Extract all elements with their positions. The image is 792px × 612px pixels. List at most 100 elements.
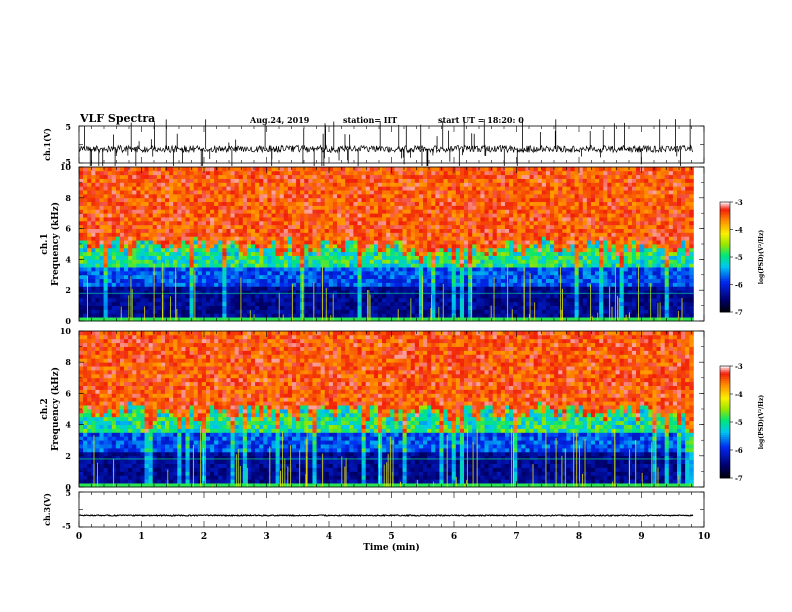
psd-cell (173, 182, 178, 187)
psd-cell (222, 190, 227, 195)
psd-cell (259, 190, 264, 195)
psd-cell (283, 170, 289, 176)
psd-cell (537, 232, 543, 237)
psd-cell (431, 317, 436, 322)
psd-cell (91, 259, 96, 264)
psd-cell (165, 182, 170, 187)
psd-cell (468, 182, 473, 187)
psd-cell (124, 286, 129, 291)
psd-cell (156, 167, 162, 172)
psd-cell (99, 278, 104, 283)
psd-cell (484, 305, 489, 310)
psd-cell (95, 313, 100, 318)
psd-cell (267, 305, 272, 310)
psd-cell (386, 297, 391, 303)
psd-cell (230, 228, 236, 233)
psd-cell (214, 270, 219, 276)
psd-cell (263, 270, 268, 276)
psd-cell (91, 305, 96, 310)
psd-cell (332, 294, 338, 299)
psd-cell (152, 247, 158, 253)
psd-cell (525, 282, 530, 287)
psd-cell (365, 255, 371, 260)
psd-cell (349, 305, 354, 310)
psd-cell (87, 259, 92, 264)
psd-cell (193, 236, 199, 241)
psd-cell (554, 186, 559, 191)
psd-cell (525, 274, 530, 280)
psd-cell (390, 317, 395, 322)
psd-cell (435, 174, 440, 179)
psd-cell (496, 209, 502, 214)
psd-cell (361, 174, 367, 179)
psd-cell (357, 205, 363, 210)
psd-cell (251, 190, 256, 195)
psd-cell (185, 247, 190, 253)
psd-cell (259, 220, 264, 226)
psd-cell (218, 205, 223, 210)
psd-cell (226, 294, 231, 299)
psd-cell (201, 224, 207, 229)
psd-cell (525, 217, 530, 222)
psd-cell (177, 263, 182, 268)
psd-cell (533, 209, 539, 214)
psd-cell (169, 167, 174, 172)
psd-cell (238, 201, 244, 206)
psd-cell (210, 201, 215, 206)
psd-cell (152, 182, 158, 187)
psd-cell (140, 170, 145, 176)
psd-cell (529, 297, 535, 303)
psd-cell (238, 217, 244, 222)
psd-cell (79, 251, 84, 256)
psd-cell (230, 263, 236, 268)
psd-cell (447, 294, 453, 299)
psd-cell (443, 305, 449, 310)
psd-cell (398, 167, 403, 172)
psd-cell (324, 170, 330, 176)
psd-cell (148, 255, 154, 260)
psd-cell (349, 209, 354, 214)
psd-cell (169, 270, 174, 276)
psd-cell (304, 193, 309, 199)
psd-cell (574, 217, 580, 222)
psd-cell (447, 282, 453, 287)
psd-cell (418, 217, 424, 222)
psd-cell (201, 209, 207, 214)
psd-cell (455, 182, 461, 187)
psd-cell (418, 286, 424, 291)
psd-cell (283, 213, 289, 218)
psd-cell (443, 278, 449, 283)
psd-cell (210, 190, 215, 195)
psd-cell (99, 193, 104, 199)
psd-cell (189, 170, 195, 176)
psd-cell (275, 228, 281, 233)
psd-cell (308, 278, 313, 283)
psd-cell (459, 209, 465, 214)
psd-cell (578, 313, 584, 318)
psd-cell (246, 274, 252, 280)
psd-cell (214, 240, 219, 245)
psd-cell (570, 224, 575, 229)
psd-cell (152, 317, 158, 322)
psd-cell (165, 251, 170, 256)
psd-cell (558, 247, 563, 253)
psd-cell (111, 209, 117, 214)
psd-cell (484, 290, 489, 295)
psd-cell (152, 301, 158, 306)
psd-cell (304, 313, 309, 318)
psd-cell (443, 213, 449, 218)
psd-cell (271, 182, 276, 187)
psd-cell (574, 301, 580, 306)
psd-cell (205, 232, 211, 237)
psd-cell (205, 174, 211, 179)
psd-cell (484, 274, 489, 280)
psd-cell (87, 297, 92, 303)
psd-cell (402, 182, 408, 187)
psd-cell (95, 263, 100, 268)
psd-cell (263, 174, 268, 179)
psd-cell (345, 255, 350, 260)
psd-cell (484, 167, 489, 172)
psd-cell (205, 217, 211, 222)
psd-cell (398, 220, 403, 226)
psd-cell (521, 232, 526, 237)
